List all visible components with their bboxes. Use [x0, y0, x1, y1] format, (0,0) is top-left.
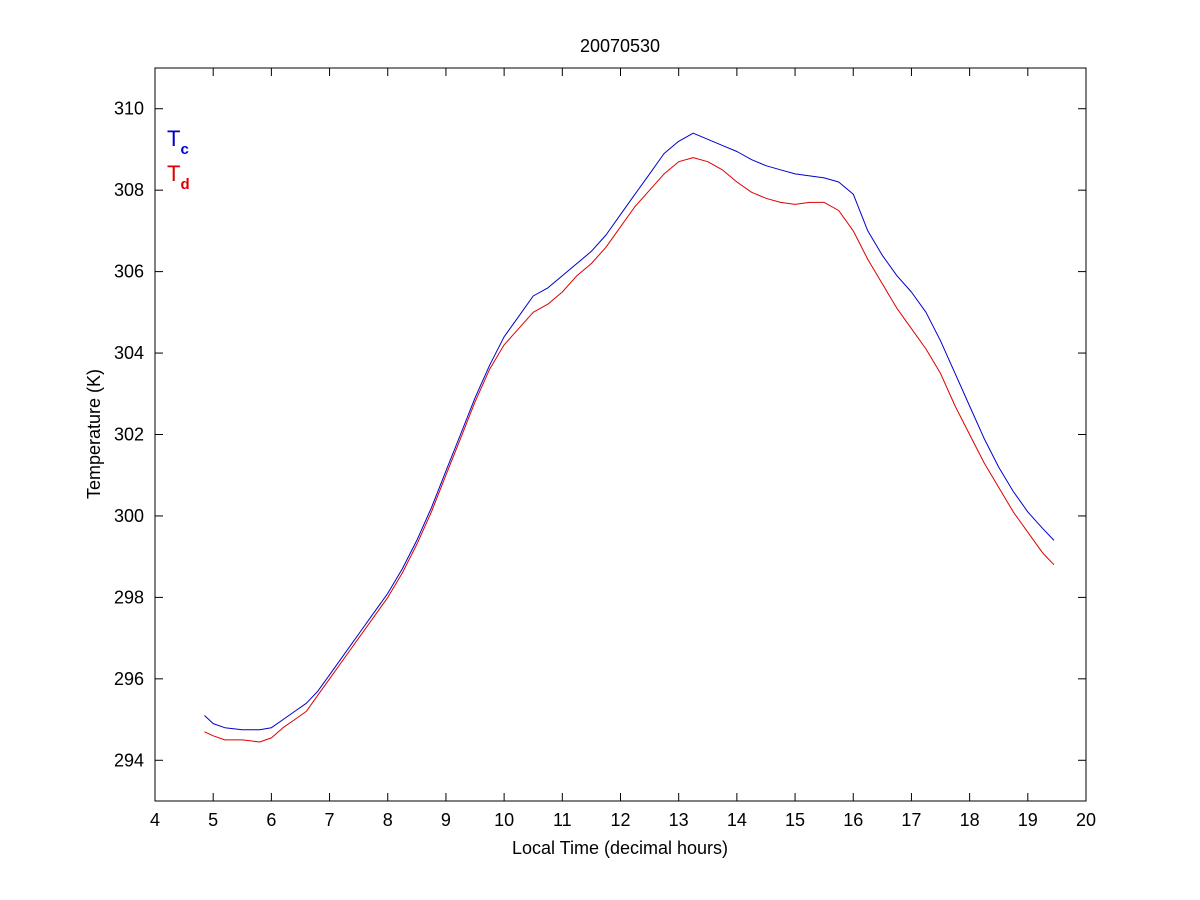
y-tick-label: 298 — [114, 587, 144, 607]
x-tick-label: 9 — [441, 810, 451, 830]
x-tick-label: 8 — [383, 810, 393, 830]
y-tick-label: 310 — [114, 99, 144, 119]
x-tick-label: 16 — [843, 810, 863, 830]
x-tick-label: 15 — [785, 810, 805, 830]
y-tick-label: 308 — [114, 180, 144, 200]
y-tick-label: 304 — [114, 343, 144, 363]
series-line-tc — [204, 132, 1055, 731]
series-lines — [204, 132, 1055, 743]
y-tick-label: 302 — [114, 425, 144, 445]
y-tick-label: 296 — [114, 669, 144, 689]
x-tick-label: 11 — [553, 810, 572, 830]
x-tick-label: 19 — [1018, 810, 1038, 830]
x-tick-label: 18 — [960, 810, 980, 830]
x-tick-label: 6 — [266, 810, 276, 830]
x-tick-label: 20 — [1076, 810, 1096, 830]
legend-entry-main: T — [167, 161, 180, 186]
x-tick-label: 4 — [150, 810, 160, 830]
axis-ticks: 4 5 6 7 8 9 10 11 12 13 14 15 16 17 18 19 20 294 296 298 300… — [114, 68, 1096, 830]
legend-entry-td: Td — [167, 161, 190, 193]
legend-entry-tc: Tc — [167, 126, 189, 158]
x-tick-label: 17 — [901, 810, 921, 830]
x-tick-label: 5 — [208, 810, 218, 830]
y-tick-label: 300 — [114, 506, 144, 526]
x-tick-label: 12 — [610, 810, 630, 830]
plot-background — [155, 68, 1086, 801]
legend-entry-subscript: c — [180, 141, 188, 158]
x-axis-label: Local Time (decimal hours) — [512, 838, 728, 858]
y-tick-label: 294 — [114, 750, 144, 770]
x-tick-label: 14 — [727, 810, 747, 830]
x-tick-label: 7 — [325, 810, 335, 830]
y-axis-label: Temperature (K) — [84, 369, 104, 499]
x-tick-label: 13 — [669, 810, 689, 830]
legend-entry-main: T — [167, 126, 180, 151]
plot-frame — [154, 67, 1087, 802]
series-line-td — [204, 157, 1055, 743]
legend-entry-subscript: d — [180, 176, 189, 193]
chart-title: 20070530 — [580, 36, 660, 56]
y-tick-label: 306 — [114, 262, 144, 282]
x-tick-label: 10 — [494, 810, 514, 830]
